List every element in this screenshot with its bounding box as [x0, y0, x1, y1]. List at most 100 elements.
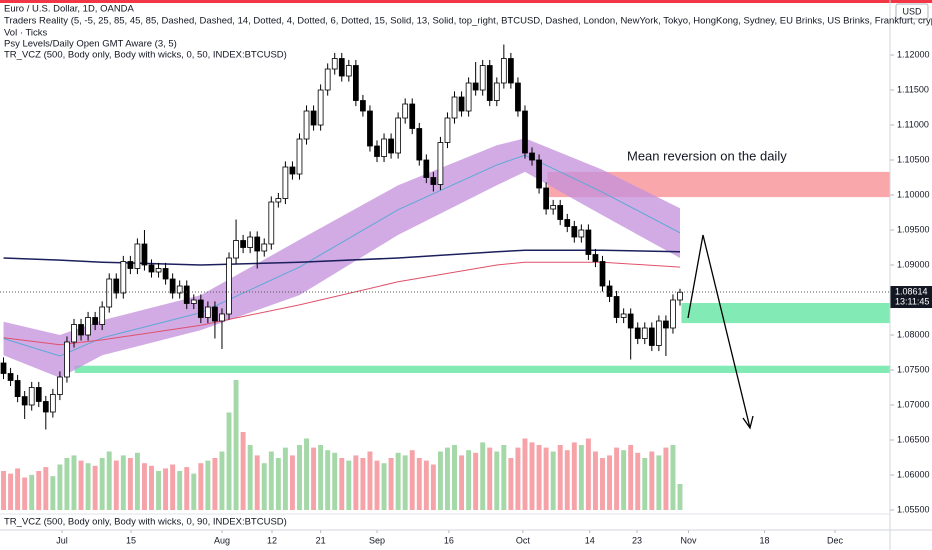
- candle-body: [282, 166, 289, 199]
- volume-bar: [374, 460, 380, 510]
- x-tick-label: 12: [267, 535, 277, 545]
- candle-body: [345, 65, 352, 77]
- volume-bar: [1, 471, 6, 510]
- indicators: [3, 138, 681, 378]
- volume-bar: [43, 467, 49, 510]
- x-tick-label: Aug: [214, 535, 230, 545]
- candle-body: [670, 299, 676, 329]
- volume-bar: [198, 463, 204, 510]
- volume-bar: [628, 445, 634, 510]
- volume-bar: [550, 451, 556, 510]
- candle-body: [35, 387, 42, 402]
- volume-bar: [85, 463, 91, 510]
- volume-bar: [536, 445, 542, 510]
- volume-bar: [409, 450, 415, 510]
- volume-bar: [205, 460, 211, 510]
- candle-body: [317, 89, 324, 126]
- volume-bar: [92, 465, 98, 510]
- last-price-box: [890, 286, 932, 309]
- volume-bar: [663, 447, 669, 510]
- y-tick-label: 1.12000: [897, 49, 930, 59]
- currency-box[interactable]: [895, 3, 929, 20]
- candle-body: [85, 317, 91, 336]
- candle-body: [430, 177, 437, 185]
- candle-body: [57, 376, 63, 395]
- indicator-label: Vol · Ticks: [4, 28, 48, 39]
- x-tick-label: Oct: [516, 535, 531, 545]
- x-tick-label: Dec: [827, 535, 844, 545]
- volume-bar: [36, 471, 42, 510]
- candle-body: [331, 58, 338, 70]
- candle-body: [599, 261, 606, 287]
- volume-bar: [578, 445, 584, 510]
- volume-bar: [564, 450, 570, 510]
- candle-body: [508, 58, 514, 84]
- volume-bar: [494, 451, 500, 510]
- volume-bar: [71, 455, 77, 510]
- volume-bar: [600, 458, 605, 510]
- volume-bar: [163, 468, 169, 510]
- currency[interactable]: USD: [902, 6, 922, 16]
- y-tick-label: 1.11000: [897, 119, 929, 129]
- candle-body: [578, 229, 585, 238]
- volume-bar: [592, 451, 598, 510]
- candle-body: [338, 58, 345, 77]
- candle-body: [275, 198, 282, 203]
- candle-body: [296, 138, 303, 175]
- volume-bar: [318, 445, 324, 510]
- volume-bar: [614, 447, 620, 510]
- volume-bar: [149, 465, 154, 510]
- candle-body: [656, 320, 662, 346]
- candle-body: [21, 396, 28, 406]
- indicator-label: Traders Reality (5, -5, 25, 85, 45, 85, …: [4, 16, 932, 27]
- candle-body: [529, 152, 535, 161]
- volume-bar: [57, 464, 63, 510]
- y-tick-label: 1.06500: [897, 434, 930, 444]
- candle-body: [49, 394, 56, 413]
- volume-bar: [325, 450, 331, 510]
- volume-bar: [219, 451, 225, 510]
- volume-bar: [423, 460, 429, 510]
- candle-body: [127, 261, 134, 269]
- volume-bar: [501, 445, 507, 510]
- moving-average: [3, 261, 681, 346]
- y-tick-label: 1.10000: [897, 189, 930, 199]
- y-tick-label: 1.09000: [897, 259, 930, 269]
- candle-body: [585, 229, 592, 255]
- candle-body: [247, 236, 254, 248]
- volume-bar: [332, 452, 338, 510]
- candle-body: [677, 291, 683, 301]
- x-tick-label: Sep: [369, 535, 385, 545]
- candle-body: [92, 317, 98, 325]
- candle-body: [557, 205, 564, 220]
- volume-bar: [656, 455, 662, 510]
- candle-body: [367, 110, 373, 147]
- volume-bar: [240, 432, 246, 510]
- candle-body: [352, 65, 359, 101]
- zone: [74, 365, 890, 374]
- candle-body: [550, 205, 557, 210]
- candle-body: [310, 110, 317, 126]
- y-tick-label: 1.07000: [897, 399, 930, 409]
- x-tick-label: 14: [585, 535, 595, 545]
- candle-body: [486, 65, 493, 101]
- volume-bar: [515, 447, 521, 510]
- candle-body: [42, 401, 49, 413]
- volume-bar: [416, 458, 422, 510]
- candle-body: [444, 117, 451, 143]
- candle-body: [240, 240, 246, 248]
- volume-bar: [677, 484, 683, 510]
- candle-body: [360, 100, 366, 112]
- candle-body: [620, 313, 627, 318]
- candle-body: [606, 285, 613, 297]
- volume-bar: [402, 455, 408, 510]
- volume-bar: [311, 447, 317, 510]
- volume-bar: [64, 458, 70, 510]
- candle-body: [515, 82, 521, 112]
- candle-body: [543, 187, 549, 210]
- volume-bar: [642, 458, 648, 510]
- title: Euro / U.S. Dollar, 1D, OANDA: [4, 4, 135, 15]
- volume-bar: [339, 458, 345, 510]
